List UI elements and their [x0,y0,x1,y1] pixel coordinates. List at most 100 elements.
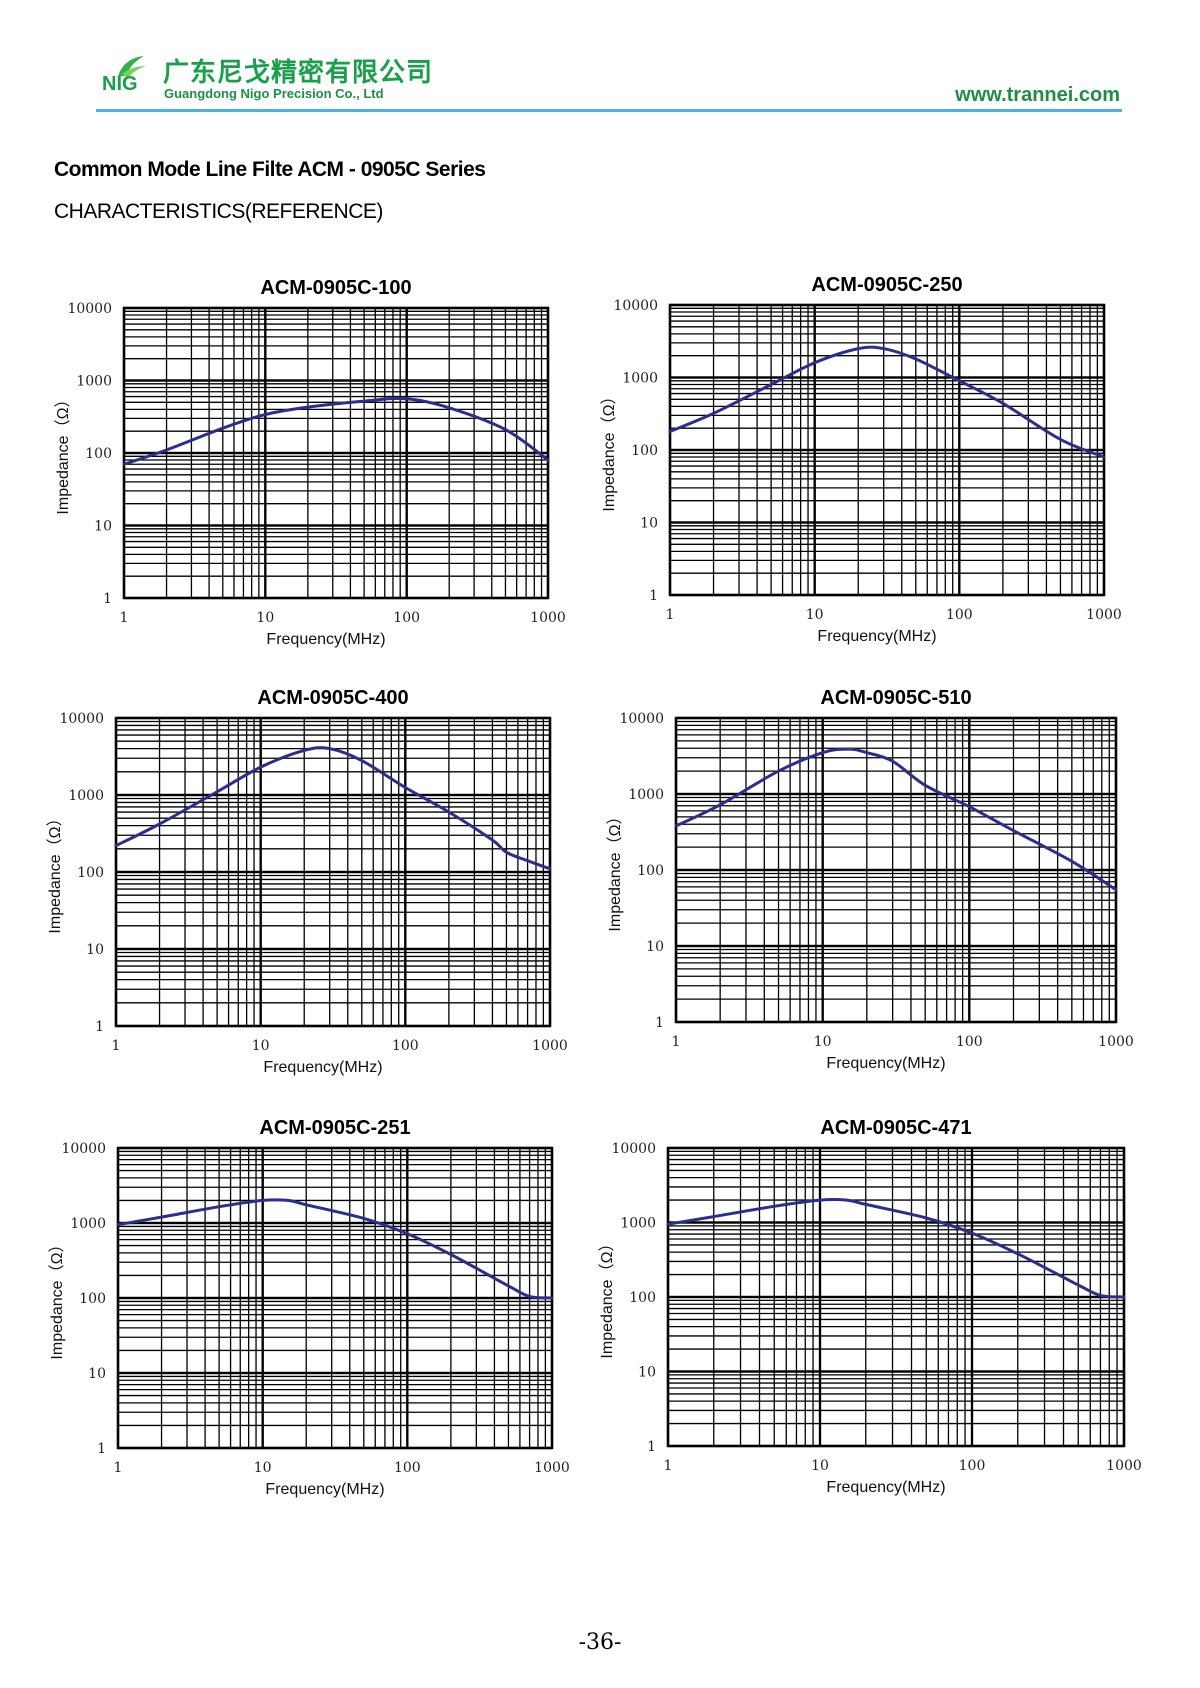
y-tick-label: 1 [103,591,112,607]
y-tick-label: 100 [85,446,112,462]
plot-frame [114,716,552,1028]
x-axis-label: Frequency(MHz) [263,1059,382,1076]
company-name-en: Guangdong Nigo Precision Co., Ltd [164,86,384,101]
y-tick-label: 1000 [76,374,112,390]
y-tick-label: 100 [77,865,104,881]
x-tick-label: 1 [664,1458,673,1474]
x-tick-label: 1000 [1098,1034,1134,1050]
x-tick-label: 1000 [532,1038,568,1054]
x-tick-label: 1 [666,607,675,623]
x-tick-label: 1000 [1086,607,1122,623]
impedance-chart-acm-0905c-510: ACM-0905C-510 1 10 100 1000 10000 1 10 100 1000 Fr… [606,687,1134,1072]
plot-frame [668,303,1106,597]
chart-title: ACM-0905C-250 [811,274,962,296]
page-header: NIG 广东尼戈精密有限公司 Guangdong Nigo Precision … [0,0,1200,120]
y-tick-label: 1000 [70,1216,106,1232]
x-tick-label: 100 [394,1460,421,1476]
y-axis-label: Impedance（Ω） [600,388,618,511]
y-tick-label: 1000 [628,787,664,803]
grid [666,1146,1126,1448]
plot-frame [122,306,550,600]
logo-text: NIG [102,73,138,95]
x-tick-label: 1 [114,1460,123,1476]
y-tick-label: 1 [655,1015,664,1031]
y-tick-label: 100 [637,863,664,879]
y-tick-label: 10000 [67,301,112,317]
y-axis-label: Impedance（Ω） [48,1236,66,1359]
grid [668,303,1106,597]
y-tick-label: 10000 [61,1141,106,1157]
x-axis-label: Frequency(MHz) [265,1481,384,1498]
x-tick-label: 100 [959,1458,986,1474]
x-tick-label: 1000 [1106,1458,1142,1474]
x-tick-label: 10 [252,1038,270,1054]
impedance-chart-acm-0905c-471: ACM-0905C-471 1 10 100 1000 10000 1 10 100 1000 Fr… [598,1117,1142,1496]
x-tick-label: 10 [254,1460,272,1476]
x-tick-label: 1 [120,610,129,626]
impedance-chart-acm-0905c-100: ACM-0905C-100 1 10 100 1000 10000 1 10 100 1000 Fr… [54,277,566,648]
y-tick-label: 100 [631,443,658,459]
website-link[interactable]: www.trannei.com [955,84,1120,106]
x-axis-label: Frequency(MHz) [826,1055,945,1072]
y-tick-label: 1 [95,1019,104,1035]
impedance-chart-acm-0905c-250: ACM-0905C-250 1 10 100 1000 10000 1 10 100 1000 Fr… [600,274,1122,645]
x-tick-label: 100 [956,1034,983,1050]
nigo-logo: NIG [102,56,146,95]
y-axis-label: Impedance（Ω） [606,808,624,931]
y-tick-label: 1000 [622,371,658,387]
impedance-curve [668,345,1106,459]
x-tick-label: 10 [811,1458,829,1474]
impedance-curve [674,747,1118,892]
characteristics-subtitle: CHARACTERISTICS(REFERENCE) [54,200,383,223]
x-axis-label: Frequency(MHz) [266,631,385,648]
y-tick-label: 1000 [68,788,104,804]
page-number: -36- [578,1630,622,1655]
y-tick-label: 10 [640,516,658,532]
series-title: Common Mode Line Filte ACM - 0905C Serie… [54,158,486,181]
impedance-chart-acm-0905c-400: ACM-0905C-400 1 10 100 1000 10000 1 10 100 1000 Fr… [46,687,568,1076]
impedance-curve [122,396,550,466]
impedance-chart-acm-0905c-251: ACM-0905C-251 1 10 100 1000 10000 1 10 100 1000 Fr… [48,1117,570,1498]
impedance-curve [116,1198,554,1300]
x-tick-label: 10 [256,610,274,626]
x-axis-label: Frequency(MHz) [826,1479,945,1496]
y-tick-label: 100 [629,1290,656,1306]
impedance-curve [666,1197,1126,1299]
x-tick-label: 100 [946,607,973,623]
chart-title: ACM-0905C-510 [820,687,971,709]
y-axis-label: Impedance（Ω） [598,1235,616,1358]
x-tick-label: 1000 [534,1460,570,1476]
x-tick-label: 1000 [530,610,566,626]
y-tick-label: 10000 [613,298,658,314]
y-tick-label: 1 [649,588,658,604]
y-tick-label: 10000 [619,711,664,727]
y-axis-label: Impedance（Ω） [46,810,64,933]
y-tick-label: 10 [86,942,104,958]
x-tick-label: 10 [814,1034,832,1050]
header-divider [96,109,1122,112]
x-tick-label: 1 [112,1038,121,1054]
y-tick-label: 100 [79,1291,106,1307]
y-axis-label: Impedance（Ω） [54,391,72,514]
y-tick-label: 10 [646,939,664,955]
y-tick-label: 10000 [611,1141,656,1157]
company-name-cn: 广东尼戈精密有限公司 [163,58,434,88]
y-tick-label: 10 [88,1366,106,1382]
x-axis-label: Frequency(MHz) [817,628,936,645]
chart-title: ACM-0905C-471 [820,1117,971,1139]
x-tick-label: 1 [672,1034,681,1050]
y-tick-label: 10000 [59,711,104,727]
y-tick-label: 1000 [620,1216,656,1232]
x-tick-label: 100 [392,1038,419,1054]
plot-frame [674,716,1118,1024]
chart-title: ACM-0905C-251 [259,1117,410,1139]
x-tick-label: 100 [393,610,420,626]
x-tick-label: 10 [806,607,824,623]
y-tick-label: 1 [647,1439,656,1455]
chart-title: ACM-0905C-100 [260,277,411,299]
y-tick-label: 10 [638,1365,656,1381]
y-tick-label: 10 [94,519,112,535]
impedance-curve [114,746,552,871]
y-tick-label: 1 [97,1441,106,1457]
chart-title: ACM-0905C-400 [257,687,408,709]
